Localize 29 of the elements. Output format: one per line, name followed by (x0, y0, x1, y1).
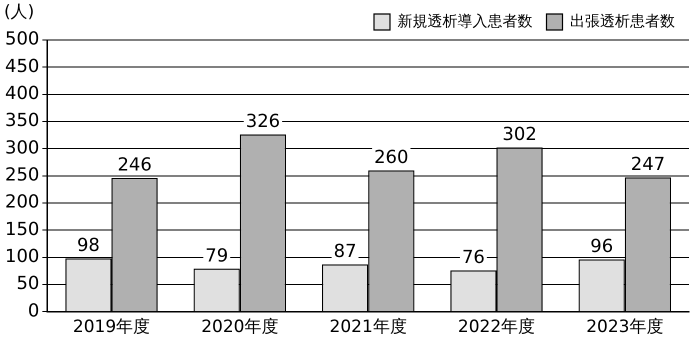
legend-label: 出張透析患者数 (570, 12, 675, 30)
y-tick-label: 250 (4, 164, 40, 186)
data-label: 326 (246, 111, 280, 132)
data-label: 96 (590, 236, 614, 258)
x-tick-label: 2020年度 (201, 317, 278, 338)
y-tick-label: 100 (4, 246, 40, 267)
y-tick-label: 300 (4, 137, 40, 158)
x-tick-label: 2023年度 (586, 317, 664, 338)
y-tick-label: 500 (4, 28, 40, 50)
data-label: 87 (334, 241, 357, 262)
x-tick-label: 2021年度 (330, 317, 407, 338)
legend-label: 新規透析導入患者数 (398, 12, 532, 30)
data-label: 260 (374, 147, 408, 168)
y-tick-label: 50 (16, 273, 40, 294)
x-tick-label: 2022年度 (458, 317, 536, 338)
y-tick-label: 200 (4, 192, 40, 213)
x-tick-label: 2019年度 (72, 317, 150, 338)
data-label: 76 (462, 246, 485, 268)
data-label: 98 (76, 235, 100, 256)
y-tick-label: 350 (4, 110, 40, 132)
data-label: 79 (205, 245, 228, 266)
y-tick-label: 150 (4, 218, 40, 240)
data-label: 246 (117, 154, 152, 176)
data-label: 302 (502, 124, 537, 146)
y-axis-title: (人) (4, 2, 34, 22)
y-tick-label: 400 (4, 82, 40, 104)
y-tick-label: 0 (28, 300, 40, 322)
y-tick-label: 450 (4, 56, 40, 77)
data-label: 247 (630, 154, 666, 176)
